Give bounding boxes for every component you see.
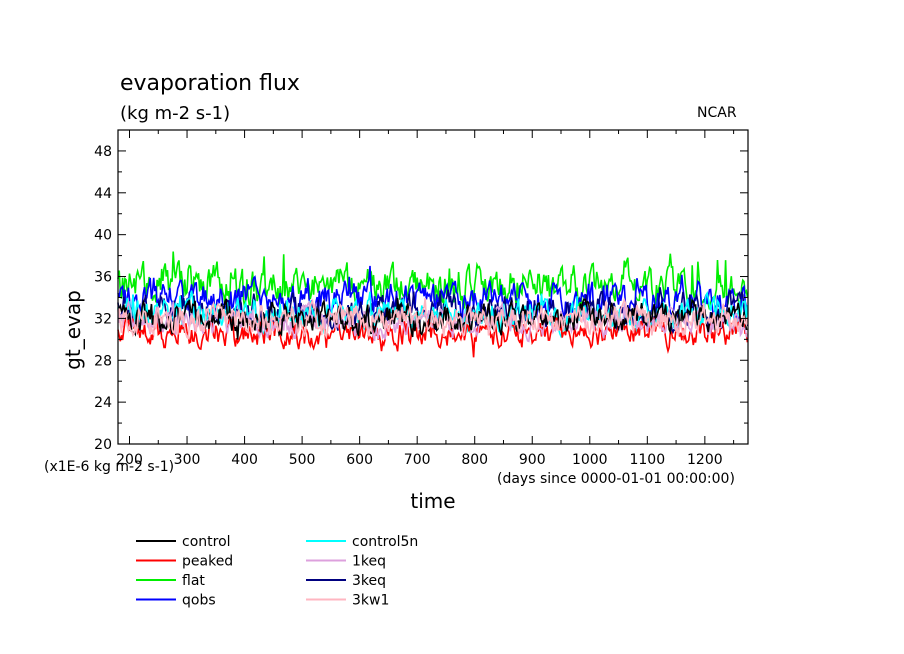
x-tick-label: 1000 (572, 452, 608, 468)
series-line-3kw1 (117, 297, 749, 340)
legend-label-3kw1: 3kw1 (352, 593, 389, 609)
chart-title: evaporation flux (120, 71, 300, 96)
x-tick-label: 200 (116, 452, 143, 468)
y-scale-note: (x1E-6 kg m-2 s-1) (44, 459, 174, 475)
y-tick-label: 48 (94, 144, 112, 160)
legend-label-peaked: peaked (182, 554, 233, 570)
legend-label-control5n: control5n (352, 534, 418, 550)
y-tick-label: 40 (94, 228, 112, 244)
series-line-3keq (117, 287, 748, 334)
plot-area (117, 251, 749, 358)
corner-label: NCAR (697, 105, 737, 121)
x-tick-label: 600 (346, 452, 373, 468)
y-axis-label: gt_evap (61, 290, 85, 370)
y-tick-label: 20 (94, 437, 112, 453)
chart-subtitle: (kg m-2 s-1) (120, 103, 230, 124)
x-axis-label: time (410, 489, 455, 513)
legend-label-1keq: 1keq (352, 554, 386, 570)
legend-label-control: control (182, 534, 231, 550)
legend: control peaked flat qobs control5n 1keq 3keq 3k… (136, 534, 418, 609)
x-tick-label: 1200 (687, 452, 723, 468)
legend-label-qobs: qobs (182, 593, 216, 609)
legend-label-3keq: 3keq (352, 573, 386, 589)
y-tick-label: 24 (94, 395, 112, 411)
y-tick-label: 28 (94, 353, 112, 369)
x-unit-note: (days since 0000-01-01 00:00:00) (497, 471, 735, 487)
y-tick-label: 36 (94, 270, 112, 286)
x-tick-label: 800 (461, 452, 488, 468)
x-tick-label: 400 (231, 452, 258, 468)
series-line-flat (117, 251, 749, 314)
x-tick-label: 900 (519, 452, 546, 468)
x-tick-label: 1100 (629, 452, 665, 468)
legend-label-flat: flat (182, 573, 205, 589)
y-tick-label: 44 (94, 186, 112, 202)
y-tick-label: 32 (94, 311, 112, 327)
series-line-qobs (117, 265, 749, 324)
x-tick-label: 300 (174, 452, 201, 468)
x-tick-label: 500 (289, 452, 316, 468)
axis-ticks: 200 300 400 500 600 700 800 900 1000 1100 1200 20 24… (94, 130, 748, 468)
plot-frame (117, 129, 749, 445)
x-tick-label: 700 (404, 452, 431, 468)
